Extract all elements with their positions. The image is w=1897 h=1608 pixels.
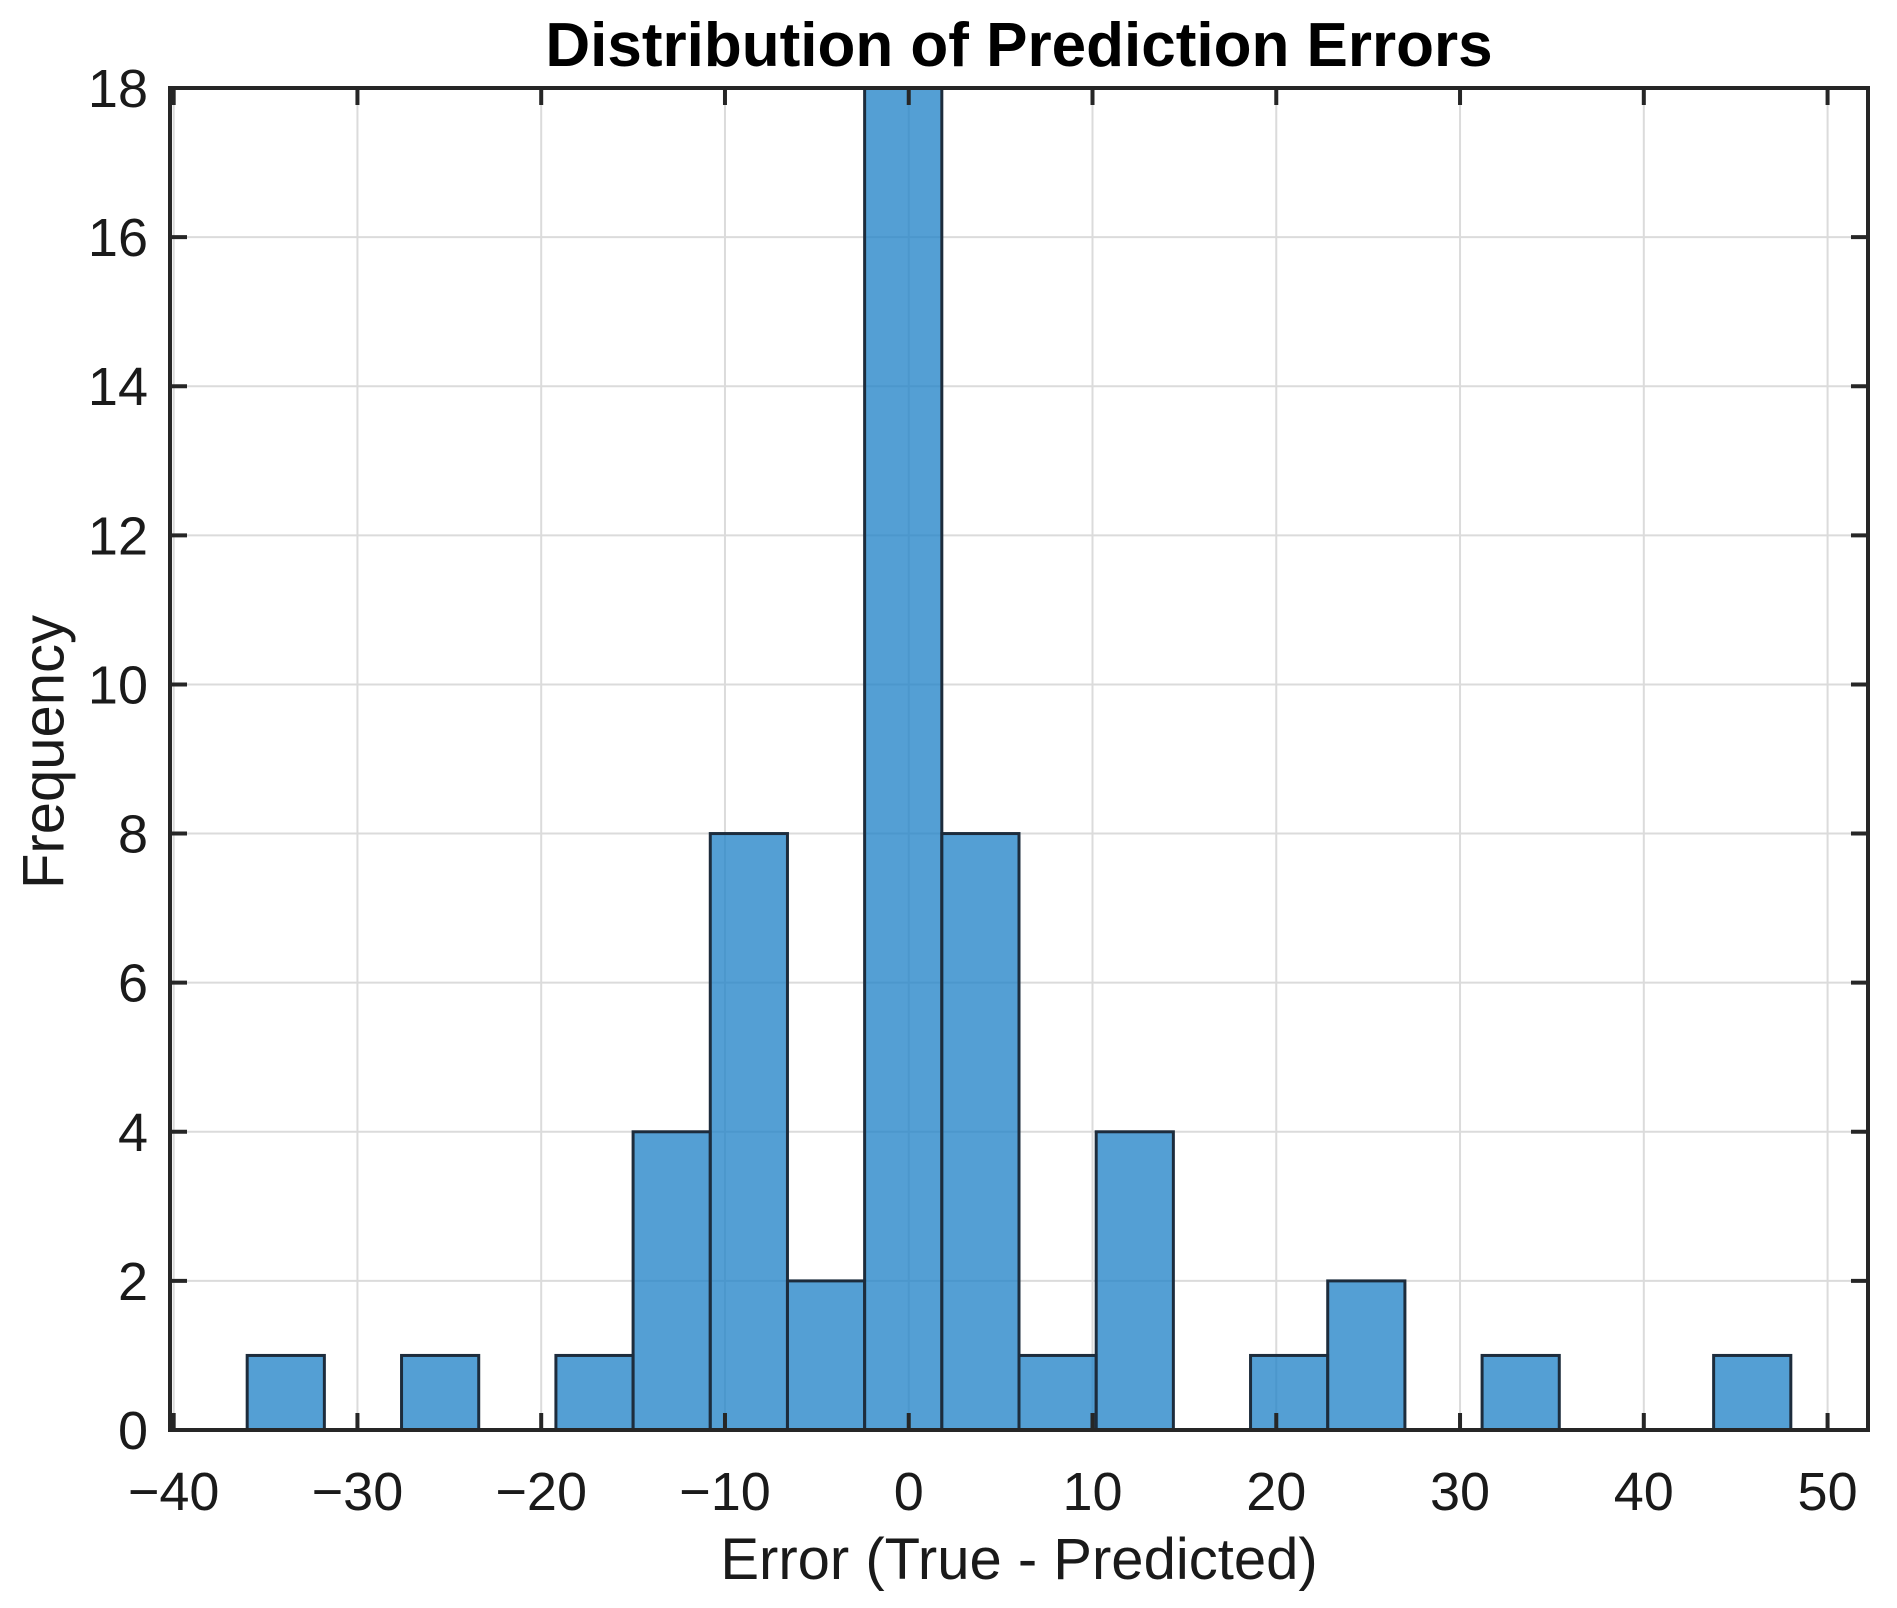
histogram-bar — [708, 832, 789, 1432]
histogram-bar — [1326, 1279, 1407, 1432]
x-tick-label: 10 — [1062, 1462, 1122, 1522]
histogram-bar — [631, 1130, 712, 1432]
histogram-bar — [1480, 1353, 1561, 1432]
histogram-bar — [1712, 1353, 1793, 1432]
x-tick-label: −20 — [495, 1462, 587, 1522]
x-axis-label: Error (True - Predicted) — [720, 1527, 1318, 1592]
histogram-bar — [940, 832, 1021, 1432]
y-tick-label: 2 — [118, 1252, 148, 1312]
y-tick-label: 10 — [88, 655, 148, 715]
x-tick-label: −40 — [128, 1462, 220, 1522]
x-tick-label: −30 — [312, 1462, 404, 1522]
y-axis-label: Frequency — [11, 614, 77, 890]
x-tick-label: 50 — [1798, 1462, 1858, 1522]
y-tick-label: 6 — [118, 954, 148, 1014]
y-tick-label: 0 — [118, 1401, 148, 1461]
y-tick-label: 16 — [88, 208, 148, 268]
y-tick-label: 12 — [88, 506, 148, 566]
histogram-bar — [785, 1279, 867, 1432]
x-tick-label: 30 — [1430, 1462, 1490, 1522]
histogram-bar — [1094, 1130, 1175, 1432]
histogram-bar — [1017, 1353, 1098, 1432]
x-tick-label: 20 — [1246, 1462, 1306, 1522]
axes-box — [168, 86, 1870, 1432]
x-tick-label: −10 — [679, 1462, 771, 1522]
y-tick-label: 14 — [88, 357, 148, 417]
chart-title: Distribution of Prediction Errors — [545, 11, 1493, 80]
histogram-bar — [554, 1353, 635, 1432]
y-tick-label: 18 — [88, 59, 148, 119]
histogram-bar — [1249, 1353, 1330, 1432]
x-tick-label: 0 — [894, 1462, 924, 1522]
y-tick-label: 4 — [118, 1103, 148, 1163]
histogram-bar — [863, 86, 944, 1432]
y-tick-label: 8 — [118, 805, 148, 865]
histogram-bar — [245, 1353, 326, 1432]
x-tick-label: 40 — [1614, 1462, 1674, 1522]
histogram-bar — [400, 1353, 481, 1432]
